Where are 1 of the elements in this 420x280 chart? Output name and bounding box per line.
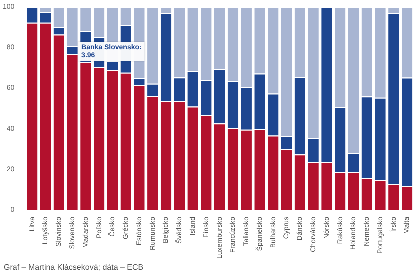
text: Graf – Martina Klácseková; dáta – ECB (4, 263, 144, 272)
